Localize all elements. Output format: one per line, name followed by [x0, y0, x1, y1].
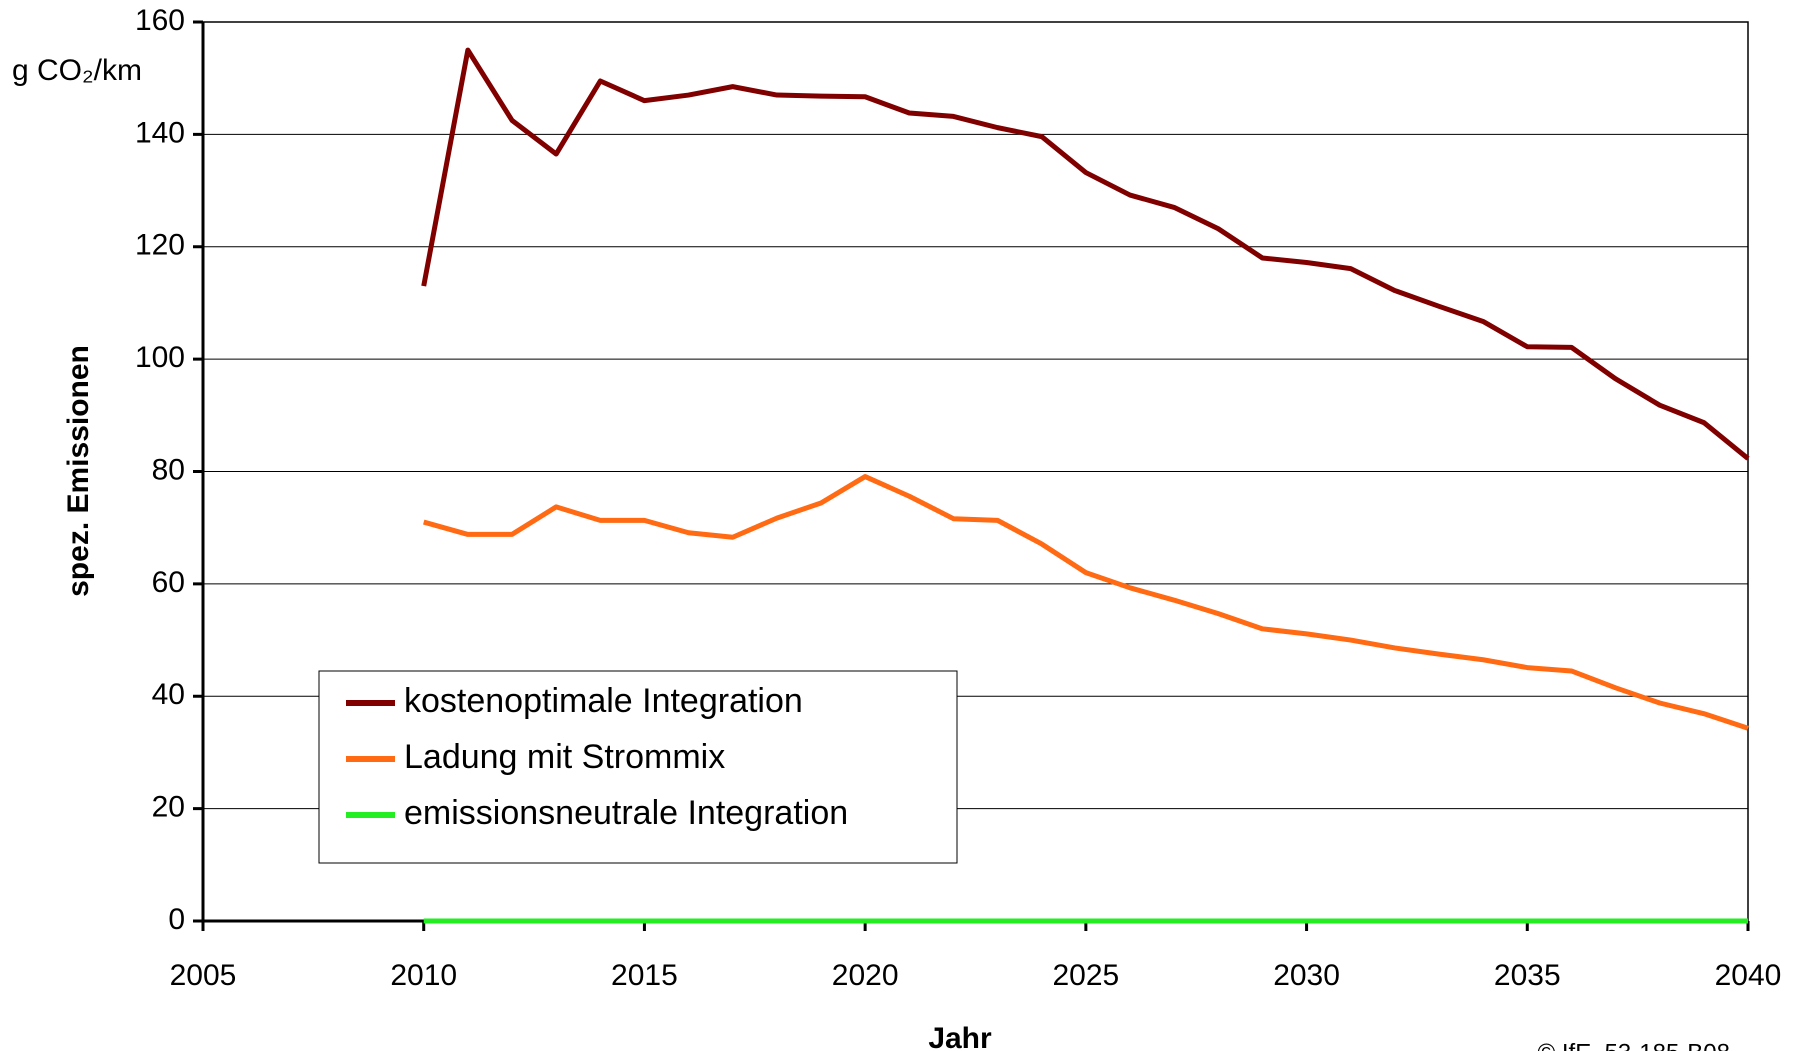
y-tick-label: 80 [152, 453, 185, 486]
y-tick-label: 100 [135, 341, 185, 374]
x-tick-label: 2035 [1494, 959, 1561, 992]
y-axis-label: spez. Emissionen [62, 345, 95, 597]
y-tick-label: 0 [168, 903, 185, 936]
y-unit: g CO₂/km [12, 54, 142, 87]
legend-label: kostenoptimale Integration [404, 682, 803, 720]
series-line [423, 474, 1749, 731]
footnote: © IfE, 53-185-B08 [1538, 1039, 1730, 1051]
x-tick-label: 2005 [170, 959, 237, 992]
legend-box [318, 670, 958, 864]
y-tick-label: 140 [135, 116, 185, 149]
x-axis-label: Jahr [928, 1022, 992, 1051]
legend-label: Ladung mit Strommix [404, 738, 725, 776]
y-tick-label: 120 [135, 229, 185, 262]
x-tick-label: 2015 [611, 959, 678, 992]
x-tick-label: 2040 [1715, 959, 1782, 992]
x-tick-label: 2020 [832, 959, 899, 992]
legend-label: emissionsneutrale Integration [404, 794, 848, 832]
series-line [421, 47, 1750, 461]
y-tick-label: 40 [152, 678, 185, 711]
x-tick-label: 2030 [1273, 959, 1340, 992]
x-tick-label: 2010 [390, 959, 457, 992]
y-tick-label: 20 [152, 791, 185, 824]
x-tick-label: 2025 [1052, 959, 1119, 992]
y-tick-label: 160 [135, 4, 185, 37]
y-tick-label: 60 [152, 566, 185, 599]
